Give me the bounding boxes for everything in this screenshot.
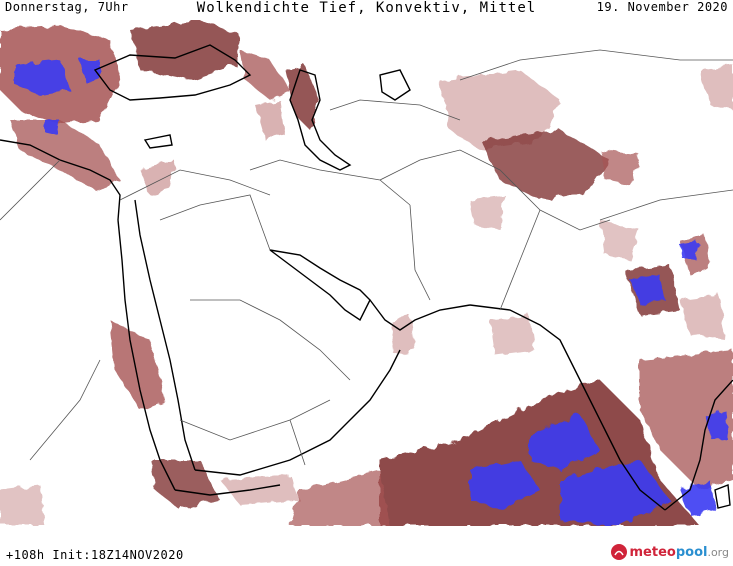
border-layer [0,49,733,466]
mediterranean-coastline [0,139,121,221]
border-line [0,159,61,221]
logo-text-part2: pool [675,544,708,560]
india-west-coastline [469,304,666,511]
cloud-patch [600,150,640,185]
forecast-run-info: +108h Init:18Z14NOV2020 [6,548,184,562]
sri-lanka-coastline [714,484,731,509]
cloud-patch [640,350,733,490]
border-line [289,419,306,466]
forecast-date: 19. November 2020 [596,0,728,14]
meteopool-logo[interactable]: meteo pool .org [610,544,729,560]
cloud-patch [285,65,320,130]
border-line [459,49,733,81]
cloud-patch [130,20,240,80]
cloud-density-map [0,20,733,526]
convective-patch [15,60,70,95]
cloud-patch [390,315,415,355]
map-title: Wolkendichte Tief, Konvektiv, Mittel [196,0,537,16]
cloud-patch [470,195,505,230]
black-sea-coastline [93,44,252,101]
border-line [379,149,541,211]
convective-patch [705,410,728,440]
border-line [599,189,733,221]
gulf-of-oman-coastline [369,299,471,331]
meteopool-logo-icon [610,544,627,560]
logo-text-part1: meteo [629,544,676,560]
cloud-patch [490,315,535,355]
cloud-patch [240,50,290,100]
convective-patch [680,242,698,260]
cloud-patch [0,485,45,525]
cloud-patch [440,70,560,150]
border-line [409,204,431,301]
india-east-coastline [664,379,733,511]
convective-patch [630,275,665,305]
convective-cloud-layer [15,60,728,526]
border-line [29,359,101,461]
border-line [329,99,461,121]
forecast-day-time: Donnerstag, 7Uhr [5,0,129,14]
coastline-layer [0,44,733,511]
convective-patch [530,415,600,470]
arabia-west-coastline [134,199,196,471]
horn-of-africa-coastline [174,484,281,496]
convective-patch [470,460,540,510]
cloud-patch [110,320,165,410]
convective-patch [45,120,60,135]
cyprus-coastline [143,134,173,149]
logo-text-part3: .org [707,545,729,559]
cloud-patch [290,470,390,526]
convective-patch [560,460,670,526]
cloud-patch [10,120,120,190]
cloud-patch [150,460,220,510]
cloud-cover-layer [0,20,733,526]
border-line [179,399,331,441]
cloud-patch [600,220,640,260]
border-line [119,169,271,201]
aral-sea-coastline [379,69,411,101]
cloud-patch [220,475,300,505]
red-sea-west-coastline [117,219,176,491]
cloud-patch [700,65,733,110]
caspian-sea-coastline [289,69,352,171]
cloud-patch [140,160,175,195]
persian-gulf-coastline [269,249,371,322]
cloud-patch [255,100,285,140]
arabia-south-coastline [194,349,401,476]
border-line [249,159,411,206]
cloud-patch [480,130,610,200]
border-line [499,209,541,311]
border-line [539,209,611,231]
border-line [190,299,351,381]
convective-patch [80,60,100,82]
cloud-patch [680,295,725,340]
border-line [159,194,271,251]
convective-patch [680,480,715,515]
